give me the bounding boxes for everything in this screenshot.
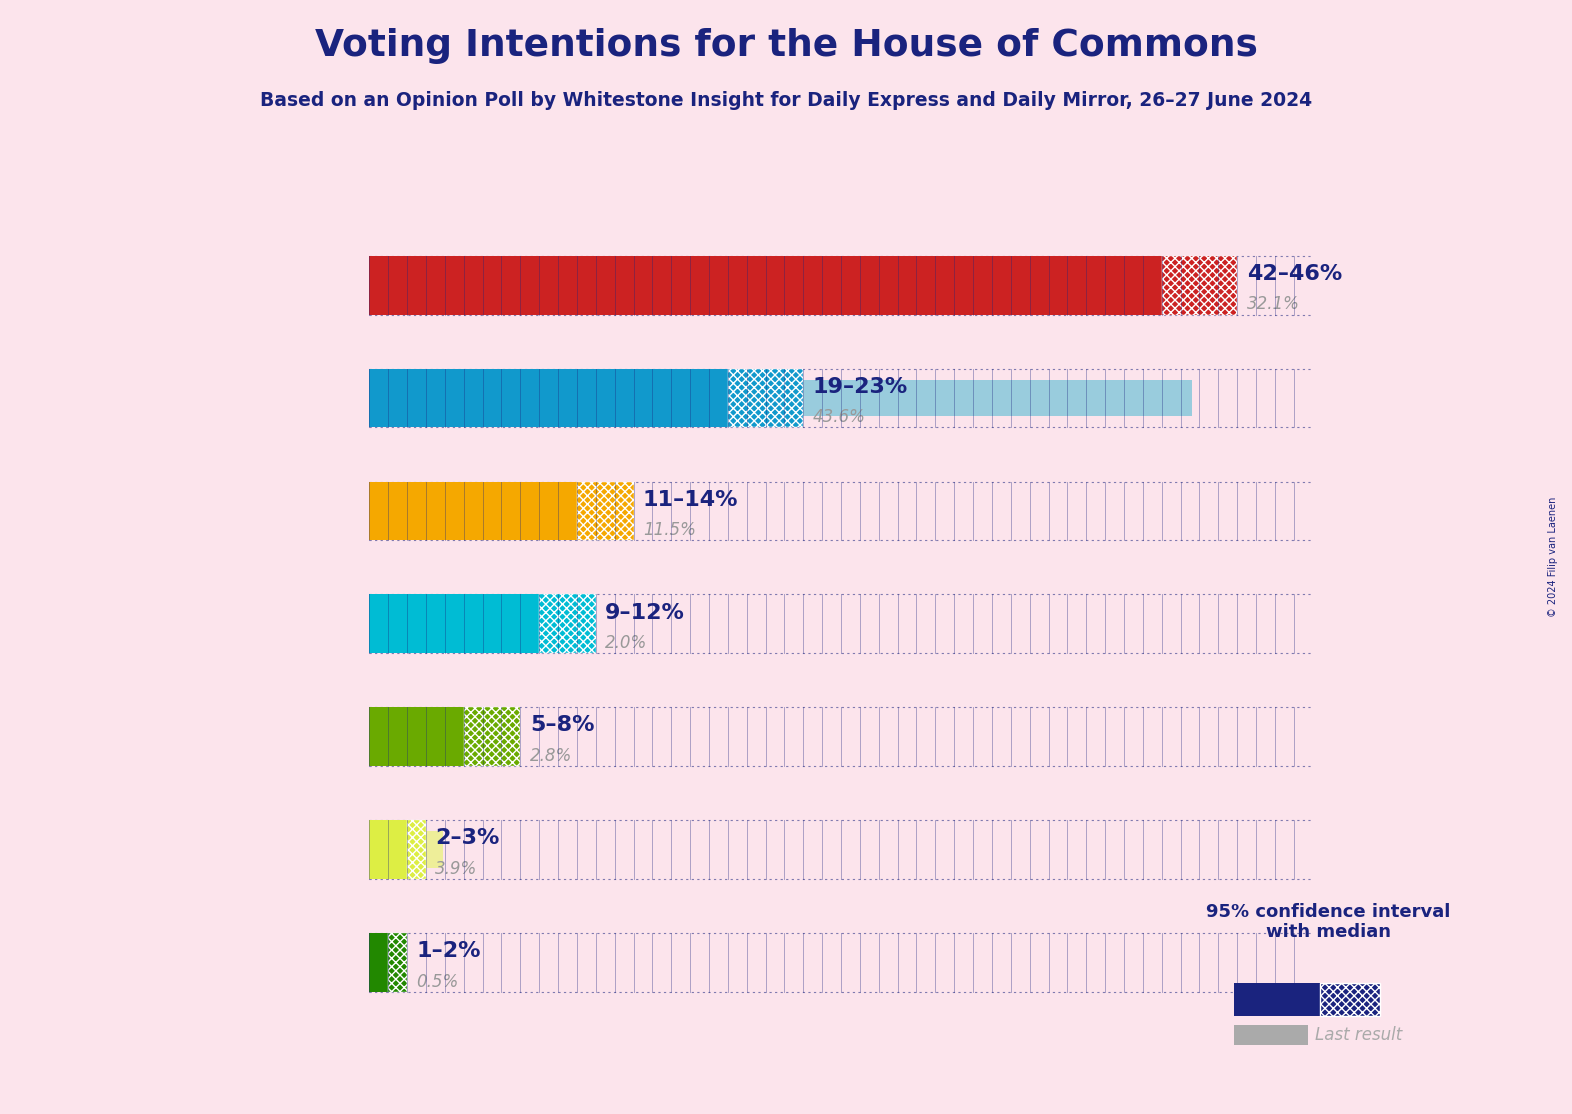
Text: 5–8%: 5–8%: [530, 715, 594, 735]
Text: 2–3%: 2–3%: [435, 829, 500, 849]
Bar: [369, 831, 443, 868]
Bar: [369, 256, 1162, 314]
Text: 11.5%: 11.5%: [643, 521, 696, 539]
Bar: [369, 934, 388, 991]
Text: 1–2%: 1–2%: [417, 941, 481, 961]
Text: Based on an Opinion Poll by Whitestone Insight for Daily Express and Daily Mirro: Based on an Opinion Poll by Whitestone I…: [259, 91, 1313, 110]
Bar: [369, 945, 379, 980]
Bar: [407, 820, 426, 879]
Bar: [369, 707, 464, 766]
Bar: [369, 369, 728, 428]
Text: Last result: Last result: [1316, 1026, 1402, 1044]
Text: 42–46%: 42–46%: [1247, 264, 1342, 284]
Bar: [369, 820, 407, 879]
Bar: [577, 481, 634, 540]
Bar: [728, 369, 803, 428]
Bar: [369, 481, 577, 540]
Text: © 2024 Filip van Laenen: © 2024 Filip van Laenen: [1548, 497, 1558, 617]
Text: 19–23%: 19–23%: [813, 377, 909, 397]
Text: 95% confidence interval
with median: 95% confidence interval with median: [1206, 902, 1451, 941]
Bar: [369, 719, 423, 755]
Bar: [369, 595, 539, 653]
Bar: [369, 606, 407, 642]
Text: 2.8%: 2.8%: [530, 746, 572, 765]
Text: 43.6%: 43.6%: [813, 408, 866, 427]
Bar: [369, 380, 1192, 417]
Bar: [1162, 256, 1237, 314]
Text: 11–14%: 11–14%: [643, 490, 739, 510]
Bar: [464, 707, 520, 766]
Text: 9–12%: 9–12%: [605, 603, 685, 623]
Text: Voting Intentions for the House of Commons: Voting Intentions for the House of Commo…: [314, 28, 1258, 63]
Bar: [369, 492, 586, 529]
Bar: [388, 934, 407, 991]
Bar: [369, 267, 975, 303]
Text: 0.5%: 0.5%: [417, 973, 459, 990]
Bar: [539, 595, 596, 653]
Text: 32.1%: 32.1%: [1247, 295, 1300, 313]
Text: 2.0%: 2.0%: [605, 634, 648, 652]
Text: 3.9%: 3.9%: [435, 860, 478, 878]
